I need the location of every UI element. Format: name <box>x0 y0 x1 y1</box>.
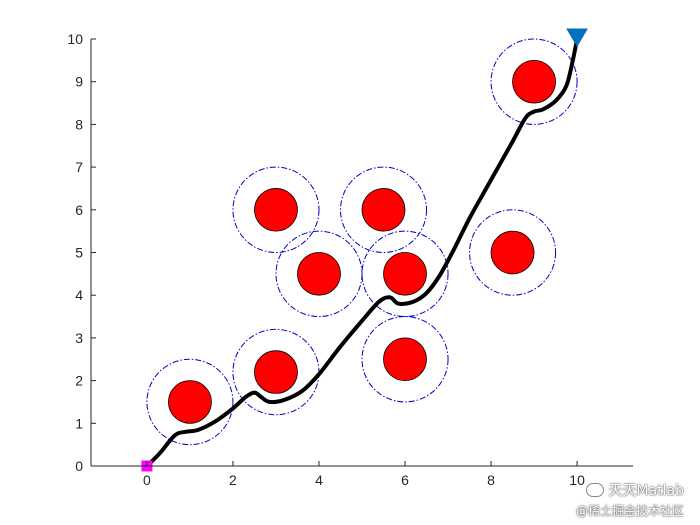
safety-ring-8 <box>469 209 557 296</box>
obstacle-3 <box>254 188 298 232</box>
x-tick-label-6: 6 <box>401 472 409 488</box>
obstacle-4 <box>297 252 341 296</box>
watermark-text-1: 天天Matlab <box>608 483 684 499</box>
obstacle-6 <box>383 252 427 296</box>
safety-ring-7 <box>361 316 449 403</box>
y-tick-label-3: 3 <box>75 330 83 346</box>
watermark-text-2: @稀土掘金技术社区 <box>575 504 684 518</box>
path-layer <box>144 37 580 468</box>
y-tick-label-0: 0 <box>75 458 83 474</box>
watermark: 天天Matlab @稀土掘金技术社区 <box>576 480 684 519</box>
y-tick-label-2: 2 <box>75 373 83 389</box>
x-tick-label-4: 4 <box>315 472 323 488</box>
obstacle-8 <box>490 230 535 275</box>
obstacles <box>168 59 556 424</box>
path-line <box>144 37 580 468</box>
goal-marker <box>566 28 588 47</box>
y-tick-label-8: 8 <box>75 116 83 132</box>
y-tick-label-10: 10 <box>67 31 83 47</box>
safety-ring-9 <box>490 38 578 125</box>
safety-ring-4 <box>275 230 363 318</box>
y-tick-label-6: 6 <box>75 202 83 218</box>
axes: 0 2 4 6 8 10 0 1 2 3 4 5 6 7 8 9 10 <box>67 31 633 488</box>
y-tick-label-5: 5 <box>75 245 83 261</box>
x-tick-label-0: 0 <box>143 472 151 488</box>
safety-ring-5 <box>339 166 428 254</box>
safety-ring-3 <box>232 166 320 254</box>
y-tick-label-9: 9 <box>75 74 83 90</box>
obstacle-5 <box>361 188 406 232</box>
y-tick-label-7: 7 <box>75 159 83 175</box>
safety-ring-6 <box>361 230 449 318</box>
y-tick-label-4: 4 <box>75 287 83 303</box>
safety-ring-1 <box>146 358 234 446</box>
x-tick-label-2: 2 <box>229 472 237 488</box>
obstacle-9 <box>512 59 556 104</box>
obstacle-2 <box>254 350 298 394</box>
wechat-icon <box>586 483 605 497</box>
obstacle-7 <box>383 337 427 381</box>
y-tick-label-1: 1 <box>75 415 83 431</box>
obstacle-1 <box>168 380 212 424</box>
watermark-line1: 天天Matlab <box>576 480 684 500</box>
x-tick-label-10: 10 <box>569 472 585 488</box>
x-tick-label-8: 8 <box>487 472 495 488</box>
